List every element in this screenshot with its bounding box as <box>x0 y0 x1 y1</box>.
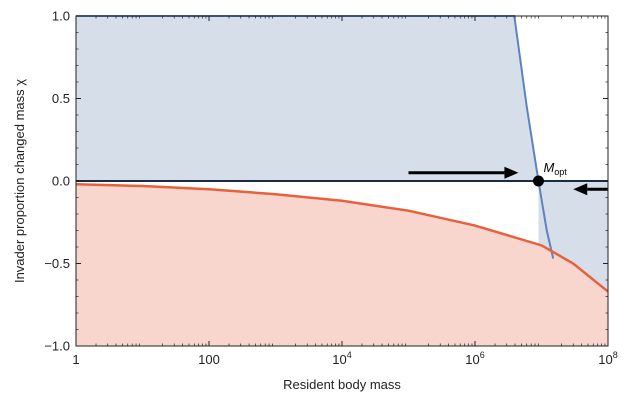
y-axis: −1.0 −0.5 0.0 0.5 1.0 <box>44 9 608 354</box>
x-axis: 1 100 104 106 108 <box>72 16 618 367</box>
x-tick-label: 1 <box>72 352 79 367</box>
blue-region-lower-right <box>538 181 608 292</box>
arrow-head-left <box>573 183 588 196</box>
red-region <box>76 184 608 346</box>
mopt-label: Mopt <box>543 160 567 177</box>
red-curve <box>75 183 609 293</box>
plot-area: Mopt <box>75 15 609 347</box>
x-axis-title: Resident body mass <box>283 377 401 392</box>
y-axis-title: Invader proportion changed mass χ <box>12 79 27 283</box>
y-tick-label: −1.0 <box>44 339 70 354</box>
blue-region-upper <box>76 16 554 259</box>
y-tick-label: 0.5 <box>52 91 70 106</box>
x-tick-label: 106 <box>465 350 484 367</box>
y-tick-label: 0.0 <box>52 174 70 189</box>
x-tick-label: 100 <box>198 352 220 367</box>
fill-layer <box>76 16 608 346</box>
x-tick-label: 104 <box>332 350 351 367</box>
arrow-head-right <box>504 166 519 179</box>
annotation-layer: Mopt <box>408 160 608 196</box>
y-tick-label: −0.5 <box>44 256 70 271</box>
x-tick-label: 108 <box>598 350 617 367</box>
mopt-point <box>532 175 544 187</box>
y-tick-label: 1.0 <box>52 9 70 24</box>
